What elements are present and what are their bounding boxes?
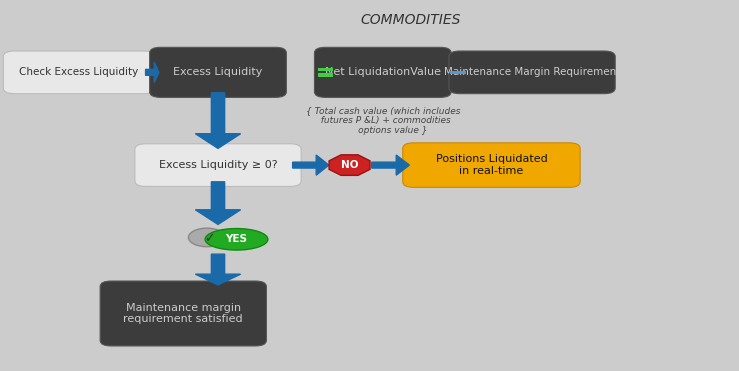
Ellipse shape bbox=[205, 229, 268, 250]
Polygon shape bbox=[195, 182, 241, 224]
FancyBboxPatch shape bbox=[449, 51, 615, 93]
FancyBboxPatch shape bbox=[135, 144, 302, 186]
Text: NO: NO bbox=[341, 160, 358, 170]
Text: Net LiquidationValue: Net LiquidationValue bbox=[325, 68, 440, 77]
FancyBboxPatch shape bbox=[403, 143, 580, 187]
Text: { Total cash value (which includes
  futures P &L) + commodities
       options : { Total cash value (which includes futur… bbox=[305, 106, 460, 135]
Polygon shape bbox=[195, 254, 241, 285]
Text: COMMODITIES: COMMODITIES bbox=[360, 13, 460, 27]
Text: Excess Liquidity: Excess Liquidity bbox=[174, 68, 262, 77]
Text: Excess Liquidity ≥ 0?: Excess Liquidity ≥ 0? bbox=[159, 160, 277, 170]
Text: Maintenance Margin Requirement: Maintenance Margin Requirement bbox=[444, 68, 620, 77]
Text: YES: YES bbox=[225, 234, 248, 244]
FancyBboxPatch shape bbox=[318, 68, 333, 71]
Text: Check Excess Liquidity: Check Excess Liquidity bbox=[19, 68, 139, 77]
Polygon shape bbox=[195, 93, 241, 148]
Polygon shape bbox=[372, 155, 409, 175]
Text: Maintenance margin
requirement satisfied: Maintenance margin requirement satisfied bbox=[123, 303, 243, 324]
FancyBboxPatch shape bbox=[101, 281, 267, 346]
Polygon shape bbox=[293, 155, 329, 175]
FancyBboxPatch shape bbox=[149, 47, 286, 97]
Polygon shape bbox=[329, 155, 370, 175]
Text: Positions Liquidated
in real-time: Positions Liquidated in real-time bbox=[435, 154, 548, 176]
Text: ✓: ✓ bbox=[204, 232, 214, 245]
Polygon shape bbox=[146, 62, 159, 82]
FancyBboxPatch shape bbox=[315, 47, 451, 97]
FancyBboxPatch shape bbox=[450, 70, 466, 74]
FancyBboxPatch shape bbox=[4, 51, 155, 93]
Circle shape bbox=[188, 228, 225, 247]
FancyBboxPatch shape bbox=[318, 73, 333, 77]
